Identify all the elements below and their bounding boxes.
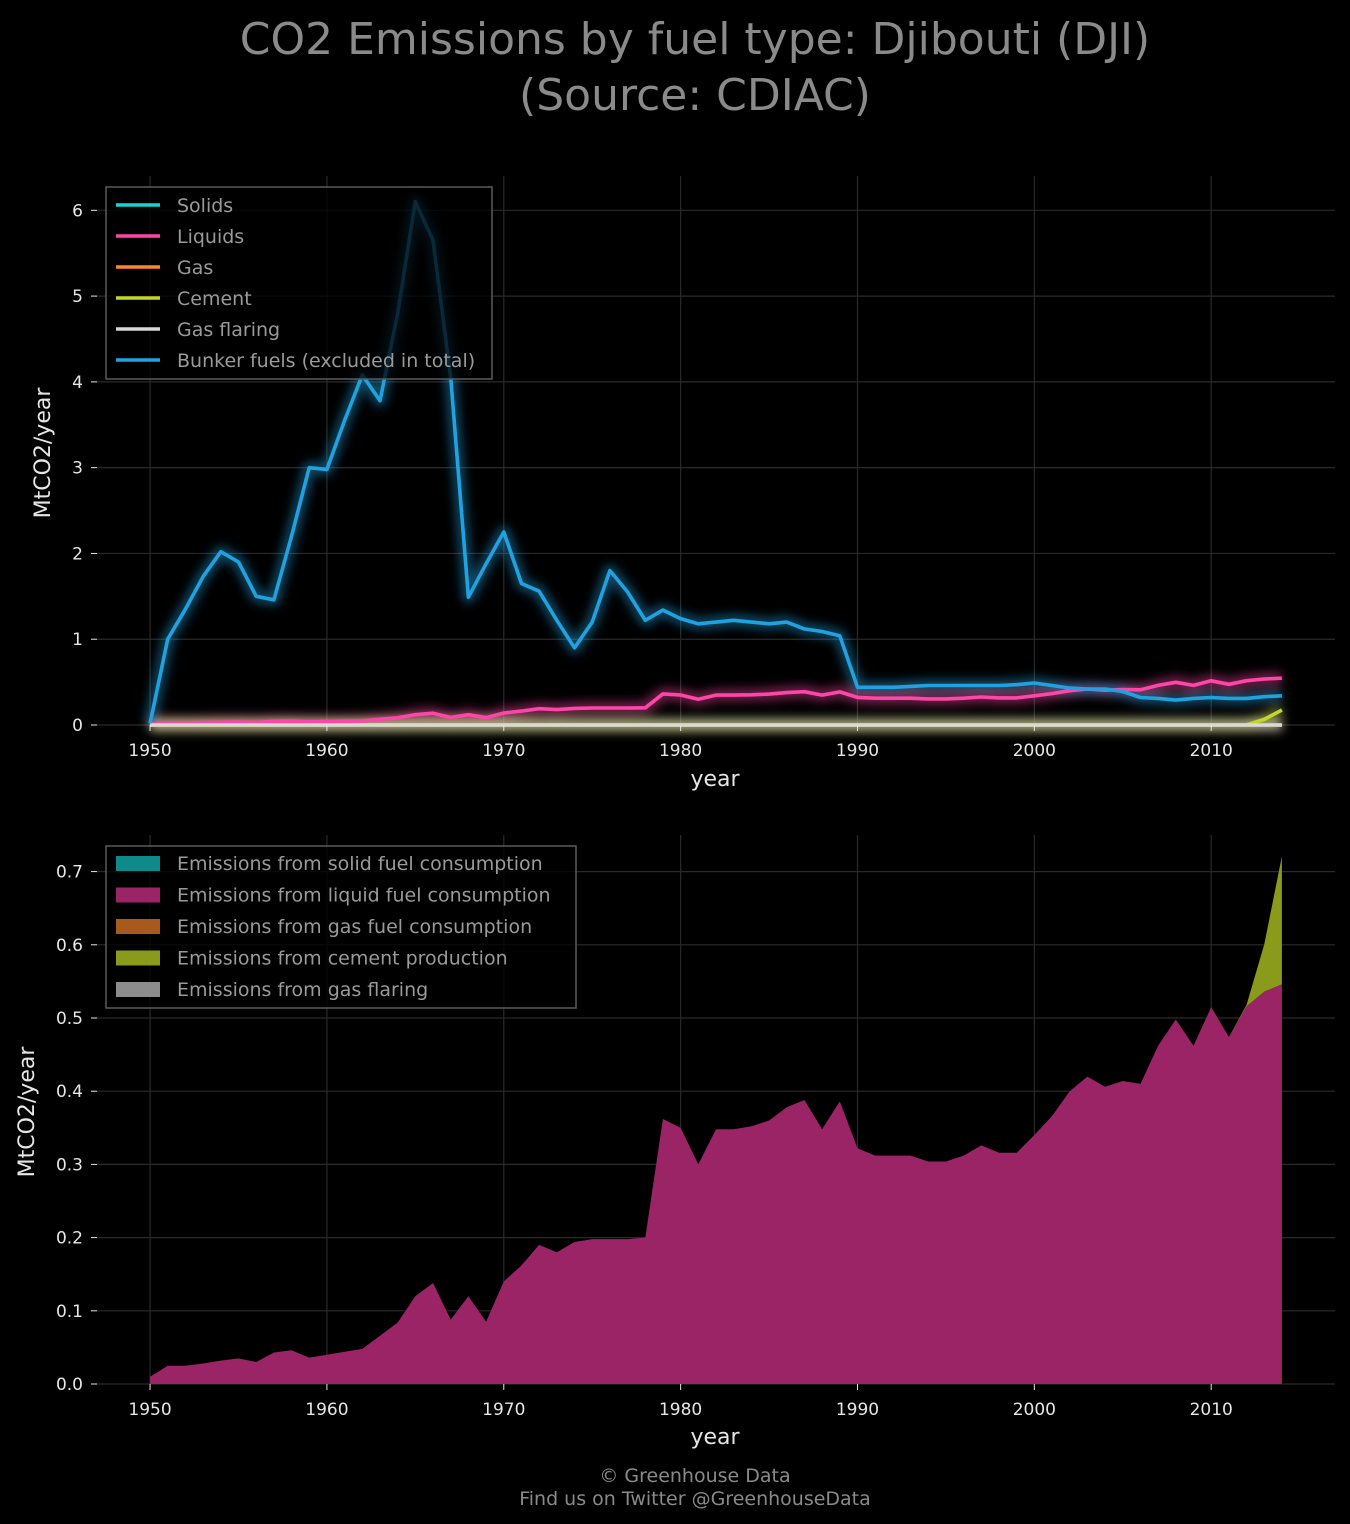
line-chart-panel: 1950 1960 1970 1980 1990 2000 2010 0 1 2 3 4 5 6 yea… — [31, 176, 1335, 792]
legend-label-emissions-from-gas-flaring: Emissions from gas flaring — [177, 979, 428, 1001]
area-chart-y-tick-label: 0.0 — [56, 1375, 83, 1395]
legend-label-emissions-from-gas-fuel-consumption: Emissions from gas fuel consumption — [177, 916, 532, 938]
line-chart-x-tick-label: 1950 — [128, 741, 171, 761]
legend-swatch-emissions-from-gas-flaring — [116, 982, 160, 997]
area-chart-x-tick-label: 1970 — [482, 1400, 525, 1420]
line-chart-x-tick-label: 1990 — [836, 741, 879, 761]
area-chart-panel: 1950 1960 1970 1980 1990 2000 2010 0.00.10.20.… — [15, 835, 1335, 1450]
area-chart-y-tick-label: 0.7 — [56, 863, 83, 883]
area-legend-frame — [105, 845, 577, 1009]
line-chart-x-tick-label: 2000 — [1013, 741, 1056, 761]
area-chart-x-tick-label: 2000 — [1013, 1400, 1056, 1420]
legend-swatch-emissions-from-gas-fuel-consumption — [116, 919, 160, 934]
line-chart-y-tick-label: 4 — [72, 373, 83, 393]
line-chart-x-tick-label: 2010 — [1190, 741, 1233, 761]
line-chart-x-tick-label: 1970 — [482, 741, 525, 761]
legend-label-solids: Solids — [177, 195, 233, 217]
series-line-bunker-fuels-excluded-in-total — [148, 199, 1282, 724]
legend-swatch-emissions-from-cement-production — [116, 950, 160, 966]
area-chart-x-label: year — [690, 1425, 740, 1450]
area-chart-series — [150, 856, 1282, 1384]
area-emissions-from-liquid-fuel-consumption — [150, 984, 1282, 1384]
area-chart-y-label: MtCO2/year — [15, 1046, 40, 1178]
footer-credit: © Greenhouse Data — [599, 1465, 790, 1487]
line-chart-y-ticks: 0 1 2 3 4 5 6 — [72, 201, 97, 736]
line-chart-y-label: MtCO2/year — [31, 387, 56, 519]
line-chart-y-tick-label: 5 — [72, 287, 83, 307]
line-chart-x-label: year — [690, 767, 740, 792]
line-chart-legend: Solids Liquids Gas Cement Gas flaring Bunker … — [105, 186, 493, 380]
area-chart-legend: Emissions from solid fuel consumption Emi… — [105, 845, 577, 1009]
area-chart-y-tick-label: 0.6 — [56, 936, 83, 956]
line-chart-y-tick-label: 3 — [72, 459, 83, 479]
chart-title-line-1: CO2 Emissions by fuel type: Djibouti (DJ… — [240, 14, 1150, 65]
area-chart-y-tick-label: 0.3 — [56, 1155, 83, 1175]
area-chart-y-tick-label: 0.1 — [56, 1302, 83, 1322]
legend-label-emissions-from-solid-fuel-consumption: Emissions from solid fuel consumption — [177, 853, 543, 875]
area-chart-x-ticks: 1950 1960 1970 1980 1990 2000 2010 — [128, 1384, 1233, 1420]
footer-twitter: Find us on Twitter @GreenhouseData — [519, 1488, 871, 1510]
chart-title-line-2: (Source: CDIAC) — [519, 70, 871, 121]
legend-label-gas-flaring: Gas flaring — [177, 319, 280, 341]
area-chart-x-tick-label: 2010 — [1190, 1400, 1233, 1420]
line-chart-y-tick-label: 6 — [72, 201, 83, 221]
area-chart-y-tick-label: 0.4 — [56, 1082, 83, 1102]
area-chart-x-tick-label: 1950 — [128, 1400, 171, 1420]
line-chart-y-tick-label: 2 — [72, 544, 83, 564]
line-chart-y-tick-label: 1 — [72, 630, 83, 650]
line-chart-x-tick-label: 1960 — [305, 741, 348, 761]
legend-label-emissions-from-cement-production: Emissions from cement production — [177, 948, 508, 970]
legend-label-bunker-fuels-excluded-in-total: Bunker fuels (excluded in total) — [177, 350, 475, 372]
area-chart-y-ticks: 0.0 0.1 0.2 0.3 0.4 0.5 0.6 0.7 — [56, 863, 97, 1395]
area-chart-y-tick-label: 0.2 — [56, 1229, 83, 1249]
legend-swatch-emissions-from-solid-fuel-consumption — [116, 856, 160, 871]
area-chart-x-tick-label: 1990 — [836, 1400, 879, 1420]
legend-label-cement: Cement — [177, 288, 252, 310]
legend-label-liquids: Liquids — [177, 226, 244, 248]
area-chart-x-tick-label: 1980 — [659, 1400, 702, 1420]
line-legend-frame — [105, 186, 493, 380]
line-chart-series — [148, 199, 1283, 727]
area-chart-x-tick-label: 1960 — [305, 1400, 348, 1420]
legend-label-emissions-from-liquid-fuel-consumption: Emissions from liquid fuel consumption — [177, 885, 551, 907]
legend-label-gas: Gas — [177, 257, 213, 279]
line-chart-x-ticks: 1950 1960 1970 1980 1990 2000 2010 — [128, 725, 1233, 761]
line-chart-x-tick-label: 1980 — [659, 741, 702, 761]
legend-swatch-emissions-from-liquid-fuel-consumption — [116, 887, 160, 903]
line-chart-y-tick-label: 0 — [72, 716, 83, 736]
area-chart-y-tick-label: 0.5 — [56, 1009, 83, 1029]
